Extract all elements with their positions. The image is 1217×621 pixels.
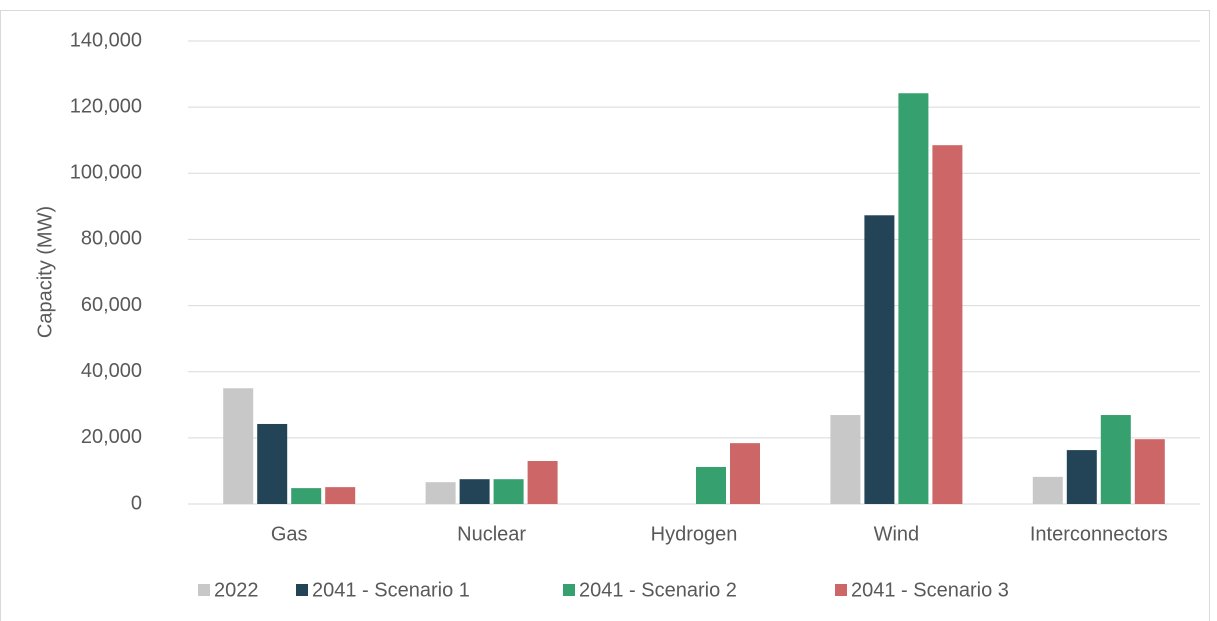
bar (325, 487, 356, 504)
bar (898, 93, 929, 504)
bar (493, 479, 524, 504)
bar (932, 145, 963, 505)
bar (864, 215, 895, 504)
legend-label: 2041 - Scenario 2 (579, 579, 737, 601)
bar (730, 443, 760, 504)
bar (459, 479, 490, 504)
legend-swatch (198, 584, 210, 596)
x-tick-label: Nuclear (457, 523, 526, 545)
y-axis-label: Capacity (MW) (34, 206, 56, 338)
bar (425, 482, 456, 504)
bar (1066, 450, 1097, 504)
y-tick-label: 0 (131, 492, 142, 514)
legend-label: 2022 (214, 579, 259, 601)
y-tick-label: 40,000 (81, 360, 142, 382)
y-tick-label: 80,000 (81, 228, 142, 250)
legend-swatch (296, 584, 308, 596)
legend-label: 2041 - Scenario 1 (312, 579, 470, 601)
bar (1100, 415, 1131, 504)
bar (257, 423, 288, 504)
bar (223, 388, 254, 504)
x-tick-label: Hydrogen (651, 523, 738, 545)
bar (1032, 476, 1063, 504)
bar (830, 415, 861, 504)
y-tick-label: 60,000 (81, 294, 142, 316)
bar (527, 461, 558, 504)
chart-border (0, 10, 1210, 621)
bar (1134, 439, 1165, 504)
y-tick-label: 140,000 (70, 29, 142, 51)
legend-swatch (563, 584, 575, 596)
y-tick-label: 120,000 (70, 95, 142, 117)
bar (291, 488, 322, 504)
x-tick-label: Gas (271, 523, 308, 545)
y-tick-label: 100,000 (70, 162, 142, 184)
legend-swatch (835, 584, 847, 596)
bar (696, 466, 726, 504)
x-tick-label: Wind (874, 523, 920, 545)
legend-label: 2041 - Scenario 3 (851, 579, 1009, 601)
x-tick-label: Interconnectors (1030, 523, 1168, 545)
y-tick-label: 20,000 (81, 426, 142, 448)
